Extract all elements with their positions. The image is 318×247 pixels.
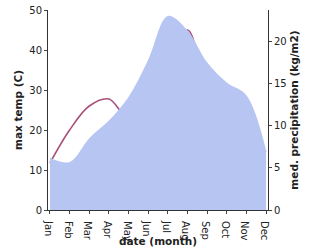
svg-text:med. precipitation (kg/m2): med. precipitation (kg/m2) — [288, 30, 300, 189]
svg-text:10: 10 — [274, 120, 287, 131]
svg-text:0: 0 — [36, 205, 42, 216]
svg-text:date (month): date (month) — [119, 235, 197, 247]
svg-text:5: 5 — [274, 162, 280, 173]
svg-text:Jun: Jun — [141, 220, 152, 237]
svg-text:Mar: Mar — [82, 221, 93, 241]
svg-text:Nov: Nov — [239, 221, 250, 241]
svg-text:Feb: Feb — [63, 221, 74, 239]
svg-text:30: 30 — [29, 85, 42, 96]
svg-text:10: 10 — [29, 165, 42, 176]
svg-text:Jul: Jul — [161, 220, 172, 233]
svg-text:Dec: Dec — [259, 221, 270, 240]
svg-text:20: 20 — [274, 36, 287, 47]
svg-text:15: 15 — [274, 78, 287, 89]
svg-text:50: 50 — [29, 5, 42, 16]
svg-text:20: 20 — [29, 125, 42, 136]
svg-text:Jan: Jan — [43, 220, 54, 236]
svg-text:Apr: Apr — [102, 221, 113, 239]
svg-text:May: May — [122, 221, 133, 242]
svg-text:max temp (C): max temp (C) — [12, 70, 24, 150]
svg-text:Aug: Aug — [180, 221, 191, 241]
svg-text:Sep: Sep — [200, 221, 211, 240]
svg-text:0: 0 — [274, 205, 280, 216]
svg-text:40: 40 — [29, 45, 42, 56]
svg-text:Oct: Oct — [220, 221, 231, 238]
